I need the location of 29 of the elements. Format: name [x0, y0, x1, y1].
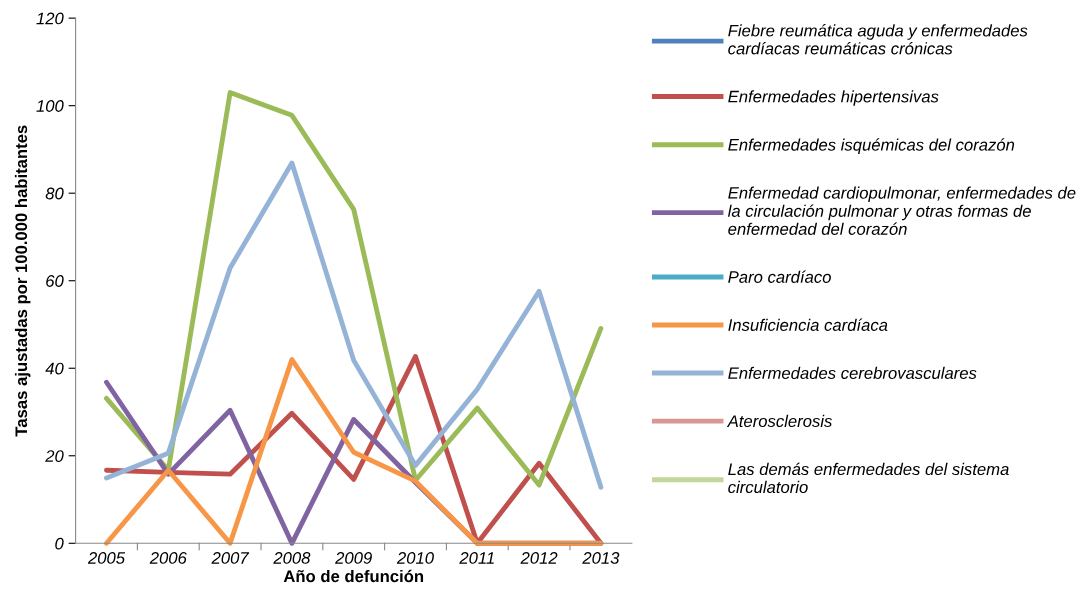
y-tick-label: 20 [45, 450, 64, 462]
legend-label: Insuficiencia cardíaca [728, 318, 888, 331]
y-tick-label: 0 [55, 537, 64, 550]
y-tick-label: 60 [46, 275, 64, 287]
legend-label: Enfermedades hipertensivas [728, 90, 939, 106]
y-tick-label: 40 [45, 362, 64, 375]
legend-label: Enfermedad cardiopulmonar, enfermedades de la circulación pulmonar y otras formas de enfermedad del corazón [727, 186, 1076, 235]
line-series [104, 90, 604, 488]
y-tick-label: 100 [36, 100, 64, 112]
x-tick-label: 2010 [396, 552, 434, 564]
legend-label: Las demás enfermedades del sistema circulatorio [728, 462, 1009, 494]
x-tick-label: 2008 [273, 552, 311, 564]
line-series [104, 160, 604, 490]
legend-label: Fiebre reumática aguda y enfermedades cardíacas reumáticas crónicas [728, 24, 1028, 55]
y-axis-title: Tasas ajustadas por 100.000 habitantes [14, 125, 31, 437]
legend-label: Paro cardíaco [728, 270, 831, 283]
x-tick-label: 2007 [211, 552, 250, 564]
x-tick-label: 2009 [335, 552, 372, 564]
legend-label: Enfermedades isquémicas del corazón [728, 138, 1015, 155]
x-tick-label: 2013 [582, 552, 620, 564]
x-tick-label: 2012 [520, 552, 558, 564]
y-tick-label: 80 [45, 187, 64, 200]
x-tick-label: 2011 [459, 552, 494, 564]
legend-label: Enfermedades cerebrovasculares [728, 366, 977, 380]
y-tick-label: 120 [36, 12, 64, 25]
x-axis-title: Año de defunción [283, 569, 424, 583]
legend-label: Aterosclerosis [726, 414, 833, 428]
x-tick-label: 2005 [87, 552, 126, 564]
x-tick-label: 2006 [149, 552, 187, 564]
